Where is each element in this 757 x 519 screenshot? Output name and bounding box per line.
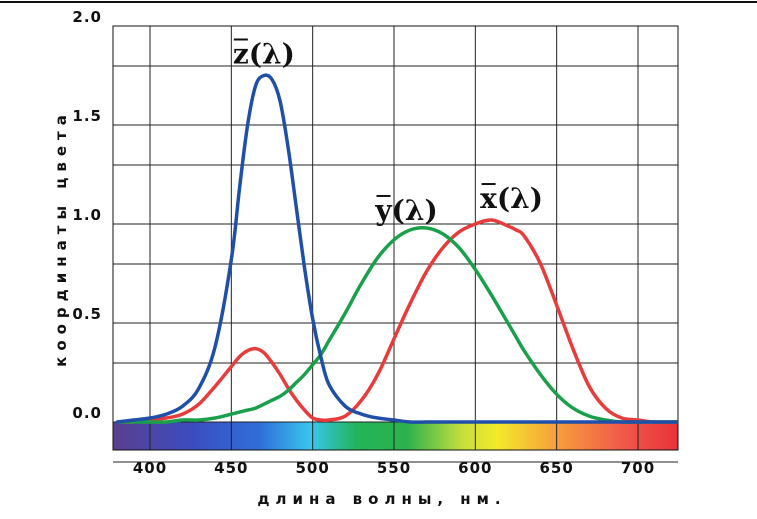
series-label-text: z(λ) [233,38,295,71]
spectrum-bar [113,422,678,450]
series-line-z [115,73,678,424]
x-tick-label: 450 [214,459,248,477]
x-axis-title: длина волны, нм. [257,490,506,508]
x-tick-label: 500 [296,459,330,477]
series-label-y: y(λ) [374,194,437,227]
series-label-text: x(λ) [480,182,543,215]
series-labels: z(λ) y(λ) x(λ) [233,38,543,227]
x-tick-labels: 400 450 500 550 600 650 700 [133,459,655,477]
y-tick-label: 0.5 [72,305,102,323]
y-axis-title: координаты цвета [52,109,70,367]
series-label-z: z(λ) [233,38,295,71]
y-tick-labels: 0.0 0.5 1.0 1.5 2.0 [72,8,102,422]
series-label-x: x(λ) [480,182,543,215]
series-line-y [115,225,678,424]
curves [115,73,678,424]
x-tick-label: 700 [621,459,655,477]
y-tick-label: 1.5 [72,107,102,125]
y-tick-label: 1.0 [72,206,102,224]
y-tick-label: 0.0 [72,404,102,422]
x-tick-label: 550 [377,459,411,477]
y-tick-label: 2.0 [72,8,102,26]
x-tick-label: 400 [133,459,167,477]
grid [113,25,678,463]
x-tick-label: 650 [540,459,574,477]
series-line-x [115,218,678,424]
series-label-text: y(λ) [374,194,437,227]
plot-frame [112,25,679,451]
x-tick-label: 600 [458,459,492,477]
